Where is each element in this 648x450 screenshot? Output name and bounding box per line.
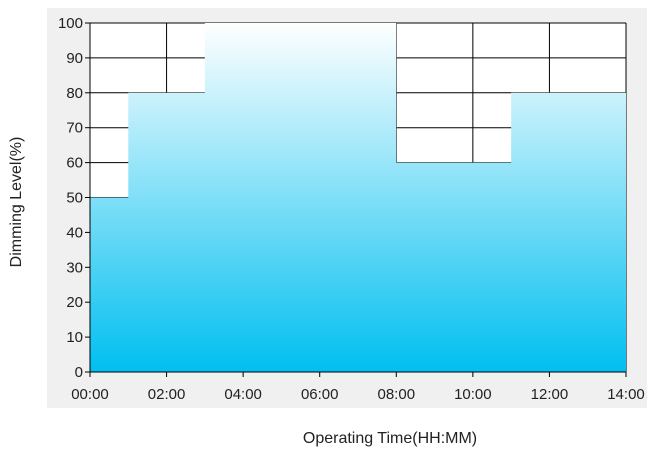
x-axis-title: Operating Time(HH:MM) (302, 430, 478, 447)
y-tick-label: 100 (58, 15, 83, 32)
x-tick-label: 02:00 (148, 386, 186, 403)
x-tick-label: 04:00 (224, 386, 262, 403)
y-tick-label: 90 (66, 50, 83, 67)
y-axis-title: Dimming Level(%) (8, 136, 25, 268)
dimming-chart: 0 10 20 30 40 50 60 70 80 90 100 00:00 02:00 04:00 06:… (58, 15, 645, 403)
y-tick-label: 40 (66, 224, 83, 241)
x-tick-label: 08:00 (378, 386, 416, 403)
x-tick-label: 12:00 (531, 386, 569, 403)
y-tick-label: 30 (66, 259, 83, 276)
y-tick-label: 80 (66, 85, 83, 102)
x-tick-label: 10:00 (454, 386, 492, 403)
y-tick-label: 10 (66, 329, 83, 346)
x-tick-label: 06:00 (301, 386, 339, 403)
dimming-area (90, 23, 626, 372)
y-tick-label: 0 (75, 364, 83, 381)
y-tick-label: 50 (66, 190, 83, 207)
y-tick-label: 70 (66, 120, 83, 137)
chart-frame: 0 10 20 30 40 50 60 70 80 90 100 00:00 02:00 04:00 06:… (47, 8, 647, 408)
x-tick-label: 00:00 (71, 386, 109, 403)
y-tick-label: 20 (66, 294, 83, 311)
y-tick-label: 60 (66, 155, 83, 172)
x-tick-label: 14:00 (607, 386, 645, 403)
